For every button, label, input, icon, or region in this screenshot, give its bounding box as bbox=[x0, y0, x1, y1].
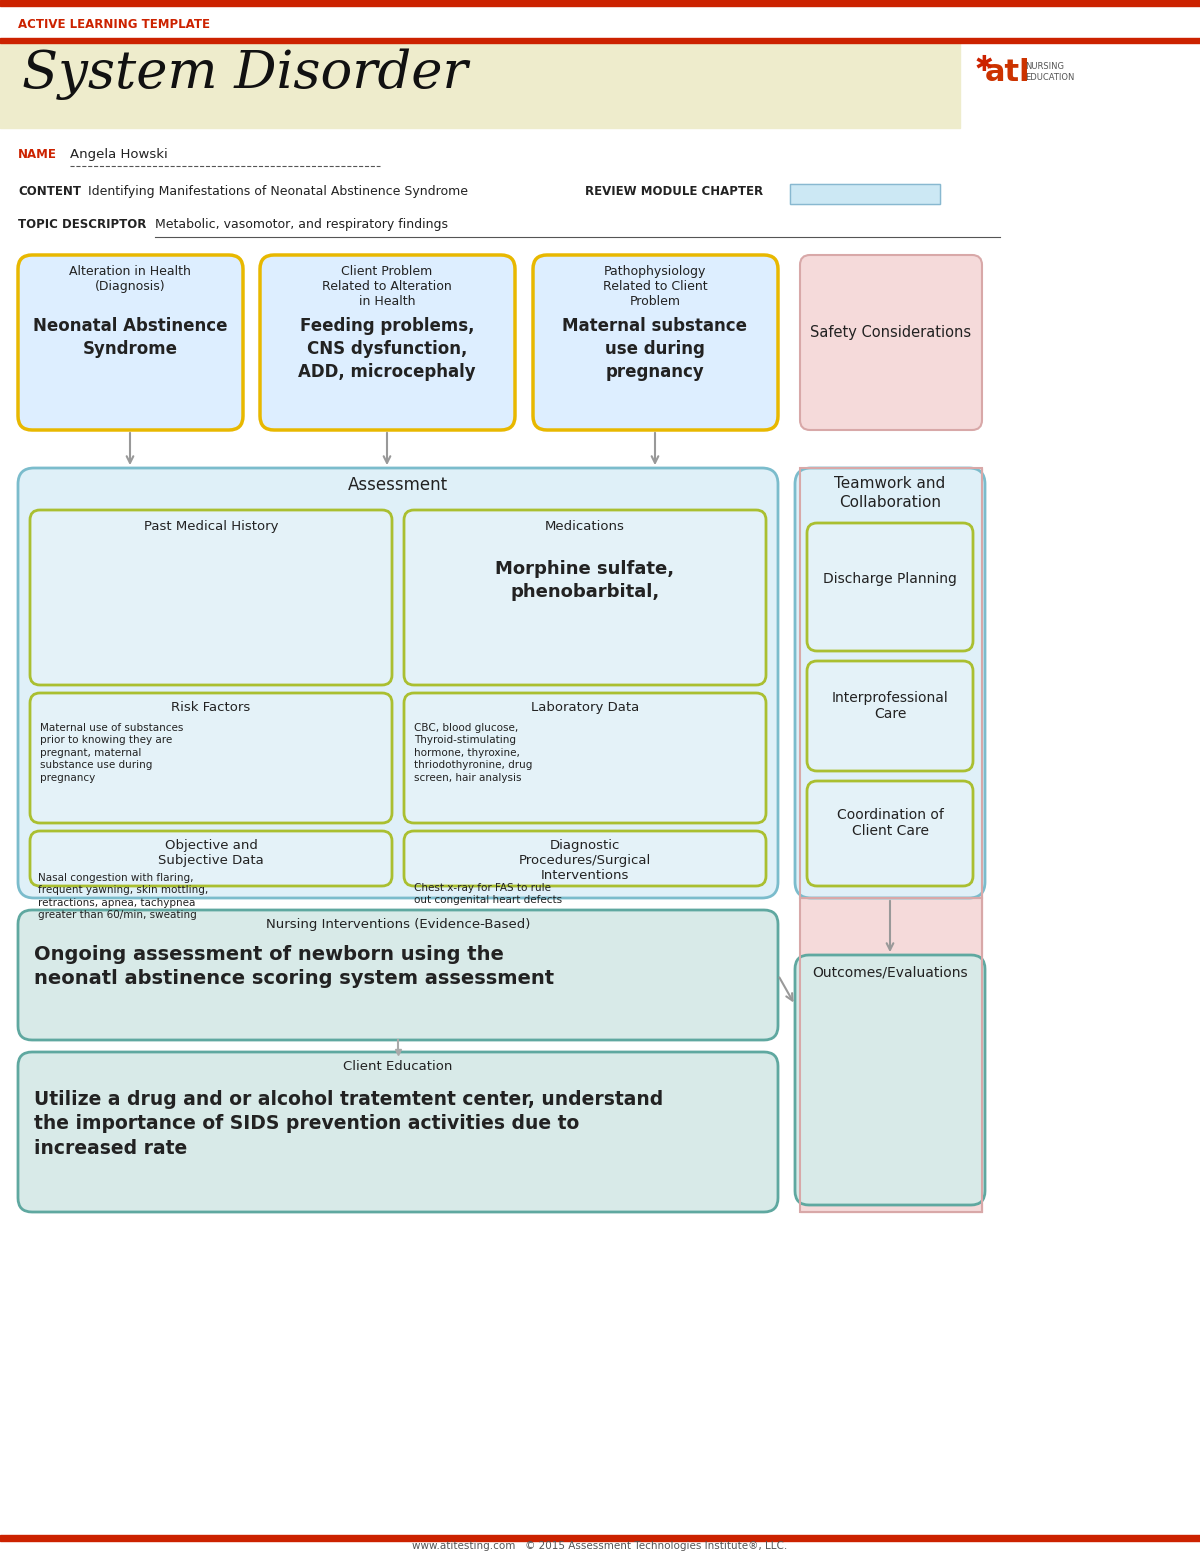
Text: Identifying Manifestations of Neonatal Abstinence Syndrome: Identifying Manifestations of Neonatal A… bbox=[88, 185, 468, 197]
Bar bbox=[800, 898, 982, 1211]
Text: Objective and
Subjective Data: Objective and Subjective Data bbox=[158, 839, 264, 867]
Text: Medications: Medications bbox=[545, 520, 625, 533]
Bar bbox=[800, 467, 982, 898]
Text: Metabolic, vasomotor, and respiratory findings: Metabolic, vasomotor, and respiratory fi… bbox=[155, 217, 448, 231]
FancyBboxPatch shape bbox=[260, 255, 515, 430]
Text: TOPIC DESCRIPTOR: TOPIC DESCRIPTOR bbox=[18, 217, 146, 231]
Bar bbox=[800, 898, 982, 1211]
Text: Interprofessional
Care: Interprofessional Care bbox=[832, 691, 948, 721]
Text: REVIEW MODULE CHAPTER: REVIEW MODULE CHAPTER bbox=[586, 185, 763, 197]
Text: Alteration in Health
(Diagnosis): Alteration in Health (Diagnosis) bbox=[70, 266, 191, 294]
Text: Nursing Interventions (Evidence-Based): Nursing Interventions (Evidence-Based) bbox=[266, 918, 530, 930]
Bar bbox=[0, 37, 1200, 43]
Text: Assessment: Assessment bbox=[348, 477, 448, 494]
Text: Teamwork and
Collaboration: Teamwork and Collaboration bbox=[834, 477, 946, 509]
Bar bbox=[0, 0, 1200, 6]
Text: Client Problem
Related to Alteration
in Health: Client Problem Related to Alteration in … bbox=[322, 266, 452, 307]
FancyBboxPatch shape bbox=[30, 509, 392, 685]
FancyBboxPatch shape bbox=[808, 662, 973, 770]
FancyBboxPatch shape bbox=[808, 781, 973, 887]
Text: ACTIVE LEARNING TEMPLATE: ACTIVE LEARNING TEMPLATE bbox=[18, 19, 210, 31]
Text: Maternal substance
use during
pregnancy: Maternal substance use during pregnancy bbox=[563, 317, 748, 380]
FancyBboxPatch shape bbox=[18, 255, 242, 430]
Bar bbox=[0, 1534, 1200, 1541]
FancyBboxPatch shape bbox=[18, 910, 778, 1041]
Text: www.atitesting.com   © 2015 Assessment Technologies Institute®, LLC.: www.atitesting.com © 2015 Assessment Tec… bbox=[413, 1541, 787, 1551]
Bar bbox=[790, 183, 940, 203]
Text: Diagnostic
Procedures/Surgical
Interventions: Diagnostic Procedures/Surgical Intervent… bbox=[518, 839, 652, 882]
FancyBboxPatch shape bbox=[18, 467, 778, 898]
Text: Chest x-ray for FAS to rule
out congenital heart defects: Chest x-ray for FAS to rule out congenit… bbox=[414, 884, 562, 905]
Text: CONTENT: CONTENT bbox=[18, 185, 82, 197]
FancyBboxPatch shape bbox=[404, 693, 766, 823]
Text: Outcomes/Evaluations: Outcomes/Evaluations bbox=[812, 964, 968, 978]
Bar bbox=[0, 43, 960, 127]
Text: CBC, blood glucose,
Thyroid-stimulating
hormone, thyroxine,
thriodothyronine, dr: CBC, blood glucose, Thyroid-stimulating … bbox=[414, 724, 533, 783]
FancyBboxPatch shape bbox=[30, 831, 392, 887]
Text: Angela Howski: Angela Howski bbox=[70, 148, 168, 162]
Text: Utilize a drug and or alcohol tratemtent center, understand
the importance of SI: Utilize a drug and or alcohol tratemtent… bbox=[34, 1090, 664, 1157]
Text: NURSING
EDUCATION: NURSING EDUCATION bbox=[1025, 62, 1074, 82]
FancyBboxPatch shape bbox=[18, 1051, 778, 1211]
FancyBboxPatch shape bbox=[533, 255, 778, 430]
Bar bbox=[800, 467, 982, 898]
Text: Feeding problems,
CNS dysfunction,
ADD, microcephaly: Feeding problems, CNS dysfunction, ADD, … bbox=[298, 317, 476, 380]
Text: Discharge Planning: Discharge Planning bbox=[823, 572, 956, 585]
Text: Pathophysiology
Related to Client
Problem: Pathophysiology Related to Client Proble… bbox=[602, 266, 707, 307]
Text: Nasal congestion with flaring,
frequent yawning, skin mottling,
retractions, apn: Nasal congestion with flaring, frequent … bbox=[38, 873, 209, 921]
Text: ✱: ✱ bbox=[974, 54, 994, 75]
FancyBboxPatch shape bbox=[404, 831, 766, 887]
Text: Ongoing assessment of newborn using the
neonatl abstinence scoring system assess: Ongoing assessment of newborn using the … bbox=[34, 944, 554, 988]
Text: Morphine sulfate,
phenobarbital,: Morphine sulfate, phenobarbital, bbox=[496, 561, 674, 601]
Text: atl: atl bbox=[985, 57, 1031, 87]
Text: Laboratory Data: Laboratory Data bbox=[530, 700, 640, 714]
Text: Neonatal Abstinence
Syndrome: Neonatal Abstinence Syndrome bbox=[32, 317, 227, 357]
Text: Safety Considerations: Safety Considerations bbox=[810, 325, 972, 340]
FancyBboxPatch shape bbox=[30, 693, 392, 823]
Text: Client Education: Client Education bbox=[343, 1061, 452, 1073]
FancyBboxPatch shape bbox=[800, 255, 982, 430]
Bar bbox=[790, 183, 940, 203]
Text: System Disorder: System Disorder bbox=[22, 48, 468, 99]
Text: Past Medical History: Past Medical History bbox=[144, 520, 278, 533]
Text: Risk Factors: Risk Factors bbox=[172, 700, 251, 714]
FancyBboxPatch shape bbox=[796, 467, 985, 898]
FancyBboxPatch shape bbox=[404, 509, 766, 685]
FancyBboxPatch shape bbox=[796, 955, 985, 1205]
Text: NAME: NAME bbox=[18, 148, 56, 162]
Text: Coordination of
Client Care: Coordination of Client Care bbox=[836, 808, 943, 839]
FancyBboxPatch shape bbox=[808, 523, 973, 651]
Text: Maternal use of substances
prior to knowing they are
pregnant, maternal
substanc: Maternal use of substances prior to know… bbox=[40, 724, 184, 783]
